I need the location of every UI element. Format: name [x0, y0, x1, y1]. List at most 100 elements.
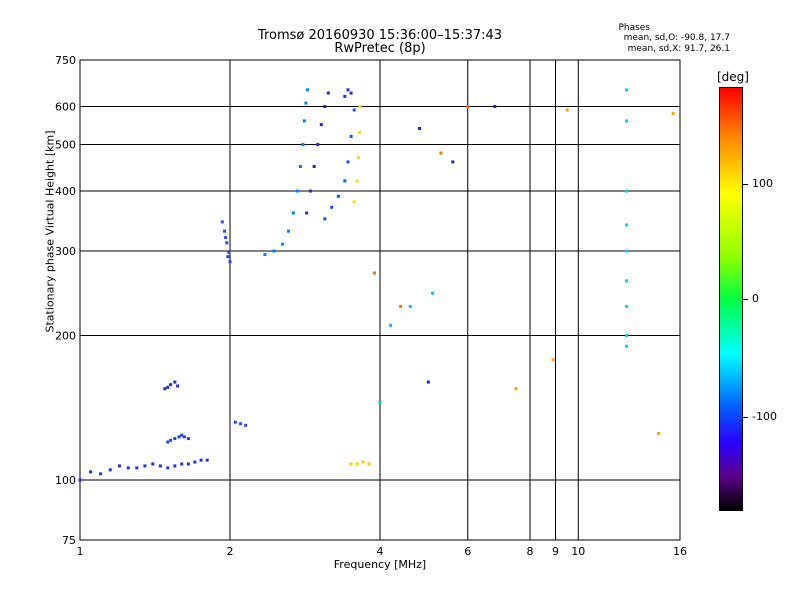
- data-point: [349, 91, 353, 95]
- data-point: [625, 223, 629, 227]
- data-point: [304, 101, 308, 105]
- y-tick-label: 750: [55, 54, 76, 67]
- data-point: [298, 164, 302, 168]
- data-point: [186, 462, 190, 466]
- y-tick-label: 600: [55, 101, 76, 114]
- y-tick-label: 100: [55, 474, 76, 487]
- data-point: [431, 291, 435, 295]
- data-point: [355, 179, 359, 183]
- data-point: [439, 151, 443, 155]
- data-point: [305, 88, 309, 92]
- data-point: [117, 464, 121, 468]
- data-point: [244, 423, 248, 427]
- data-point: [417, 126, 421, 130]
- data-point: [356, 155, 360, 159]
- data-point: [551, 358, 555, 362]
- colorbar-label: 100: [752, 177, 773, 190]
- data-point: [89, 470, 93, 474]
- data-point: [361, 460, 365, 464]
- data-point: [625, 344, 629, 348]
- data-point: [166, 440, 170, 444]
- data-point: [233, 420, 237, 424]
- data-point: [169, 438, 173, 442]
- x-tick-label: 4: [377, 545, 384, 558]
- data-point: [426, 380, 430, 384]
- phases-x-stats: mean, sd,X: 91.7, 26.1: [627, 44, 730, 54]
- data-point: [169, 383, 173, 387]
- data-point: [177, 435, 181, 439]
- data-point: [565, 108, 569, 112]
- data-point: [657, 432, 661, 436]
- data-point: [399, 304, 403, 308]
- data-point: [220, 220, 224, 224]
- colorbar-tick: [743, 184, 748, 185]
- data-point: [625, 119, 629, 123]
- data-point: [291, 211, 295, 215]
- x-tick-label: 8: [527, 545, 534, 558]
- x-tick-label: 6: [464, 545, 471, 558]
- data-point: [99, 472, 103, 476]
- y-tick-label: 500: [55, 139, 76, 152]
- data-point: [199, 458, 203, 462]
- phase-colorbar: [719, 87, 743, 511]
- data-point: [272, 249, 276, 253]
- data-point: [224, 236, 228, 240]
- data-point: [281, 242, 285, 246]
- data-point: [239, 422, 243, 426]
- data-point: [227, 250, 231, 254]
- data-point: [228, 260, 232, 264]
- colorbar-tick: [743, 299, 748, 300]
- data-point: [126, 466, 130, 470]
- phases-o-stats: mean, sd,O: -90.8, 17.7: [623, 33, 730, 43]
- x-tick-label: 9: [552, 545, 559, 558]
- x-axis-label: Frequency [MHz]: [333, 558, 427, 571]
- data-point: [389, 323, 393, 327]
- data-point: [671, 112, 675, 116]
- data-point: [367, 462, 371, 466]
- data-point: [358, 130, 362, 134]
- data-point: [163, 387, 167, 391]
- data-point: [323, 217, 327, 221]
- y-axis-label: Stationary phase Virtual Height [km]: [43, 130, 57, 333]
- data-point: [180, 462, 184, 466]
- data-point: [226, 255, 230, 259]
- data-point: [349, 462, 353, 466]
- x-tick-label: 1: [77, 545, 84, 558]
- data-point: [319, 123, 323, 127]
- data-point: [151, 462, 155, 466]
- y-tick-label: 75: [62, 534, 76, 547]
- data-point: [355, 462, 359, 466]
- data-point: [166, 466, 170, 470]
- data-point: [323, 105, 327, 109]
- data-point: [346, 88, 350, 92]
- data-point: [182, 435, 186, 439]
- data-point: [349, 134, 353, 138]
- colorbar-unit: [deg]: [717, 70, 749, 84]
- data-point: [625, 249, 629, 253]
- data-point: [173, 464, 177, 468]
- data-point: [336, 194, 340, 198]
- data-point: [301, 143, 305, 147]
- chart-subtitle: RwPretec (8p): [334, 41, 426, 56]
- data-point: [346, 160, 350, 164]
- data-point: [493, 105, 497, 109]
- data-point: [343, 179, 347, 183]
- data-point: [373, 271, 377, 275]
- data-point: [225, 241, 229, 245]
- data-point: [166, 385, 170, 389]
- data-point: [352, 108, 356, 112]
- data-point: [305, 211, 309, 215]
- data-point: [78, 478, 82, 482]
- data-point: [378, 401, 382, 405]
- x-tick-label: 16: [673, 545, 687, 558]
- phases-heading: Phases: [618, 23, 650, 33]
- data-point: [158, 464, 162, 468]
- data-point: [625, 88, 629, 92]
- data-point: [625, 334, 629, 338]
- data-point: [312, 164, 316, 168]
- data-point: [286, 229, 290, 233]
- data-point: [625, 189, 629, 193]
- x-tick-label: 2: [227, 545, 234, 558]
- data-point: [176, 384, 180, 388]
- data-point: [223, 229, 227, 233]
